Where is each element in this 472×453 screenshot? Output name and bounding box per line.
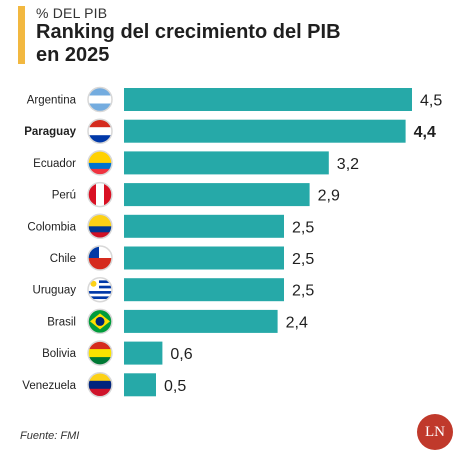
flag-ring <box>87 150 113 176</box>
category-label: Chile <box>50 253 76 265</box>
flag-ring <box>87 372 113 398</box>
bar <box>124 119 406 143</box>
flag-icon <box>88 150 112 175</box>
flag-icon <box>88 341 112 366</box>
category-label: Ecuador <box>33 158 76 170</box>
flag-ring <box>87 308 113 335</box>
value-label: 3,2 <box>337 156 359 173</box>
flag-ring <box>87 86 113 113</box>
bar <box>124 278 284 302</box>
bar <box>124 88 412 111</box>
category-label: Brasil <box>47 316 76 328</box>
value-label: 2,5 <box>292 219 314 236</box>
bar <box>124 246 284 270</box>
flag-ring <box>87 245 113 271</box>
flag-icon <box>88 214 112 239</box>
flag-ring <box>87 181 113 208</box>
flag-icon <box>88 87 112 112</box>
bar <box>124 183 310 207</box>
category-label: Uruguay <box>33 285 77 297</box>
flag-icon <box>88 246 112 270</box>
bar <box>124 373 156 397</box>
bar <box>124 151 329 175</box>
category-label: Paraguay <box>24 126 76 138</box>
value-label: 2,4 <box>286 314 308 331</box>
chart-supertitle: % DEL PIB <box>36 5 108 21</box>
value-label: 2,9 <box>318 188 340 205</box>
ln-logo: LN <box>417 414 453 450</box>
category-label: Bolivia <box>42 348 76 360</box>
category-label: Perú <box>52 190 76 202</box>
flag-ring <box>87 118 113 144</box>
category-label: Venezuela <box>22 380 76 392</box>
value-label: 0,6 <box>170 346 192 363</box>
category-label: Colombia <box>27 221 76 233</box>
value-label: 4,5 <box>420 93 442 110</box>
flag-icon <box>88 309 112 334</box>
value-label: 4,4 <box>414 124 436 141</box>
bar <box>124 341 163 365</box>
flag-ring <box>87 276 113 303</box>
value-label: 2,5 <box>292 283 314 300</box>
chart-title: Ranking del crecimiento del PIB en 2025 <box>36 21 341 66</box>
flag-icon <box>88 182 112 207</box>
source-note: Fuente: FMI <box>20 430 80 442</box>
flag-ring <box>87 213 113 240</box>
category-label: Argentina <box>27 95 77 107</box>
bar <box>124 309 278 333</box>
accent-bar <box>18 6 25 64</box>
flag-ring <box>87 340 113 366</box>
flag-icon <box>88 119 112 144</box>
bar <box>124 214 284 238</box>
value-label: 2,5 <box>292 251 314 268</box>
flag-icon <box>88 372 112 397</box>
flag-icon <box>88 277 112 302</box>
value-label: 0,5 <box>164 378 186 395</box>
